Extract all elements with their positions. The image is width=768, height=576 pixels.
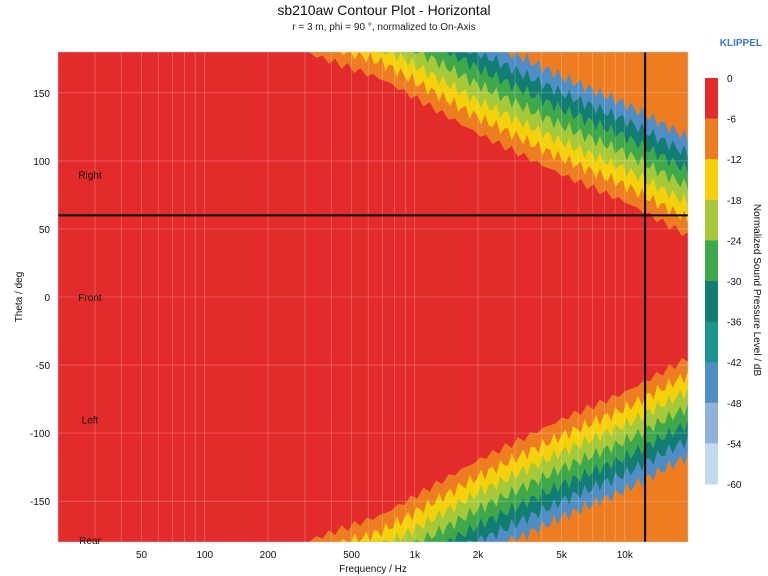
colorbar-swatch (705, 362, 718, 404)
x-tick-label: 2k (473, 550, 485, 561)
y-tick-label: -50 (36, 361, 51, 372)
x-tick-label: 10k (617, 550, 634, 561)
colorbar-tick-label: -18 (727, 196, 742, 207)
y-tick-label: -150 (30, 497, 50, 508)
x-tick-label: 100 (196, 550, 213, 561)
y-tick-label: 150 (33, 89, 50, 100)
plot-area (58, 52, 688, 542)
x-tick-label: 1k (410, 550, 422, 561)
x-axis-label: Frequency / Hz (339, 564, 407, 575)
colorbar-tick-label: -54 (727, 439, 742, 450)
brand-logo: KLIPPEL (720, 38, 762, 49)
region-label: Rear (79, 536, 101, 547)
region-label: Left (82, 416, 99, 427)
y-axis-label: Theta / deg (14, 272, 25, 323)
colorbar-swatch (705, 159, 718, 201)
colorbar-swatch (705, 402, 718, 444)
x-tick-label: 200 (260, 550, 277, 561)
colorbar-label: Normalized Sound Pressure Level / dB (751, 204, 762, 377)
contour-bands (58, 52, 688, 542)
colorbar-swatch (705, 321, 718, 363)
colorbar-tick-label: -30 (727, 277, 742, 288)
colorbar-swatch (705, 240, 718, 282)
y-tick-label: -100 (30, 429, 50, 440)
colorbar-tick-label: -6 (727, 115, 736, 126)
crosshair (58, 52, 688, 542)
x-axis-ticks: 50 100 200 500 1k 2k 5k 10k (136, 550, 634, 561)
colorbar-tick-label: -24 (727, 236, 742, 247)
x-tick-label: 5k (556, 550, 568, 561)
x-tick-label: 500 (343, 550, 360, 561)
chart-subtitle: r = 3 m, phi = 90 °, normalized to On-Ax… (292, 22, 476, 33)
colorbar-tick-label: -12 (727, 155, 742, 166)
region-labels: Right Front Left Rear (78, 171, 102, 548)
colorbar-tick-label: -36 (727, 318, 742, 329)
chart-title: sb210aw Contour Plot - Horizontal (277, 2, 490, 18)
y-tick-label: 0 (44, 293, 50, 304)
colorbar-swatch (705, 199, 718, 241)
colorbar-tick-label: -48 (727, 399, 742, 410)
y-tick-label: 100 (33, 157, 50, 168)
colorbar-tick-label: -60 (727, 480, 742, 491)
contour-band-0db (58, 52, 688, 542)
colorbar-swatch (705, 78, 718, 120)
grid-lines (58, 52, 688, 542)
y-tick-label: 50 (39, 225, 51, 236)
region-label: Front (78, 293, 102, 304)
colorbar: 0 -6 -12 -18 -24 -30 -36 -42 -48 -54 -60 (705, 74, 742, 491)
y-axis-ticks: 150 100 50 0 -50 -100 -150 (30, 89, 50, 508)
plot-frame (57, 51, 689, 543)
colorbar-swatch (705, 118, 718, 160)
colorbar-tick-label: -42 (727, 358, 742, 369)
colorbar-swatch (705, 443, 718, 485)
colorbar-tick-label: 0 (727, 74, 733, 85)
x-tick-label: 50 (136, 550, 148, 561)
colorbar-swatch (705, 281, 718, 323)
region-label: Right (78, 171, 102, 182)
